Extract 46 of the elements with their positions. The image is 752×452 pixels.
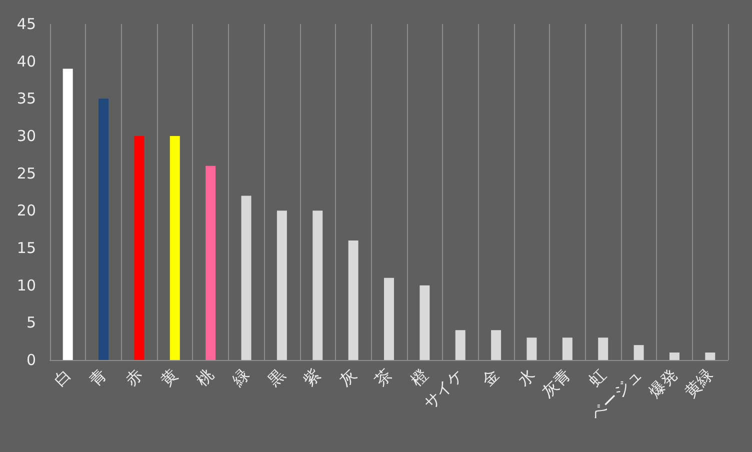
bar	[598, 338, 608, 360]
bar	[170, 136, 180, 360]
bar	[420, 285, 430, 360]
bar	[669, 352, 680, 360]
x-tick-label: 紫	[300, 365, 324, 390]
x-tick-label: 赤	[121, 365, 146, 390]
x-tick-label: 黒	[264, 365, 289, 390]
bar	[312, 210, 323, 360]
bar	[705, 352, 716, 360]
x-tick-label: 茶	[370, 365, 396, 390]
y-tick-label: 30	[16, 127, 36, 145]
bar	[634, 345, 644, 360]
bar	[98, 98, 109, 360]
x-tick-label: 灰	[335, 365, 360, 390]
x-tick-label: 黄	[156, 365, 182, 390]
x-tick-label: 水	[514, 365, 538, 390]
x-tick-label: 青	[85, 365, 110, 390]
y-tick-label: 5	[26, 314, 36, 332]
bar	[562, 338, 572, 360]
y-tick-label: 0	[26, 351, 36, 369]
x-tick-label: 黄緑	[680, 365, 717, 402]
x-tick-label: 灰青	[538, 365, 574, 402]
bar	[134, 136, 144, 360]
x-tick-label: 緑	[228, 365, 253, 391]
bar	[348, 240, 358, 360]
bar	[206, 166, 216, 360]
y-tick-label: 15	[16, 239, 36, 257]
x-tick-label: 金	[478, 365, 503, 390]
x-tick-label: 桃	[192, 365, 218, 390]
y-tick-label: 10	[16, 276, 36, 294]
x-tick-label: 白	[50, 365, 75, 390]
bar	[455, 330, 466, 360]
x-tick-label: 橙	[406, 365, 432, 390]
y-tick-label: 35	[16, 90, 36, 108]
bar	[241, 196, 252, 360]
y-tick-label: 40	[16, 52, 36, 70]
x-tick-label: 虹	[585, 365, 610, 390]
bar	[276, 210, 287, 360]
bar	[384, 278, 394, 360]
bar	[62, 68, 73, 360]
x-tick-label: 爆発	[645, 365, 682, 402]
bar	[491, 330, 502, 360]
bar	[526, 338, 537, 360]
y-tick-label: 45	[16, 15, 36, 33]
y-tick-label: 20	[16, 202, 36, 220]
y-tick-label: 25	[16, 164, 36, 182]
